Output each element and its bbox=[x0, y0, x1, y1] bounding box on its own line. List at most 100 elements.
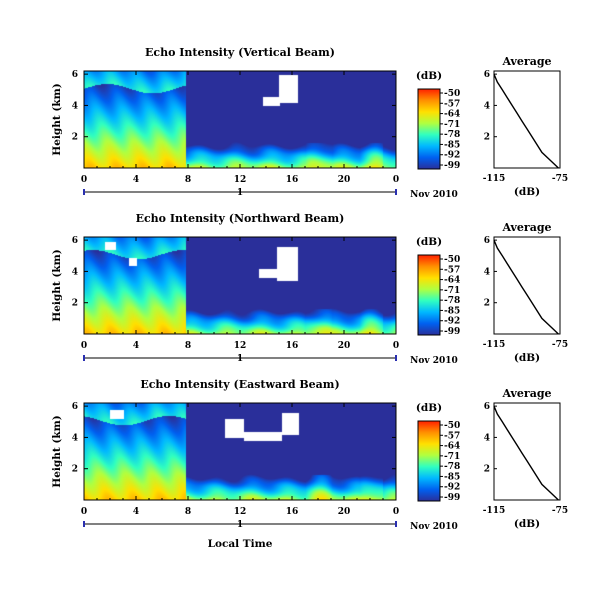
avg-y-tick-label: 4 bbox=[484, 101, 490, 111]
avg-y-tick-label: 6 bbox=[484, 70, 490, 80]
x-tick-label: 0 bbox=[393, 507, 399, 517]
avg-x-tick-label: -115 bbox=[483, 506, 506, 516]
x-tick-label: 20 bbox=[338, 341, 351, 351]
y-tick-label: 4 bbox=[72, 433, 78, 443]
date-label: Nov 2010 bbox=[410, 356, 458, 366]
colorbar-tick-label: -64 bbox=[444, 276, 460, 286]
x-tick-label: 4 bbox=[133, 507, 139, 517]
colorbar bbox=[417, 254, 441, 336]
avg-x-tick-label: -75 bbox=[552, 340, 568, 350]
colorbar-unit: (dB) bbox=[416, 236, 442, 248]
x-tick-label: 12 bbox=[234, 341, 247, 351]
x-tick-label: 4 bbox=[133, 341, 139, 351]
colorbar-tick-label: -99 bbox=[444, 493, 460, 503]
x-tick-label: 0 bbox=[393, 175, 399, 185]
y-axis-label: Height (km) bbox=[51, 415, 63, 487]
avg-y-tick-label: 4 bbox=[484, 267, 490, 277]
avg-frame bbox=[493, 236, 561, 335]
day-marker-label: 1 bbox=[237, 520, 243, 530]
x-tick-label: 0 bbox=[81, 507, 87, 517]
avg-profile-line bbox=[493, 73, 559, 169]
colorbar-unit: (dB) bbox=[416, 70, 442, 82]
colorbar-tick-label: -64 bbox=[444, 442, 460, 452]
colorbar-unit: (dB) bbox=[416, 402, 442, 414]
avg-x-tick-label: -75 bbox=[552, 506, 568, 516]
date-label: Nov 2010 bbox=[410, 190, 458, 200]
colorbar-tick-label: -64 bbox=[444, 110, 460, 120]
panels-root: Echo Intensity (Vertical Beam)0 4 8 12 16 20 0… bbox=[51, 46, 568, 532]
colorbar-tick-label: -78 bbox=[444, 296, 460, 306]
colorbar-tick-label: -50 bbox=[444, 421, 460, 431]
colorbar-tick-label: -85 bbox=[444, 306, 460, 316]
avg-y-tick-label: 2 bbox=[484, 133, 490, 143]
x-tick-label: 20 bbox=[338, 507, 351, 517]
panel-0: Echo Intensity (Vertical Beam)0 4 8 12 16 20 0… bbox=[51, 46, 568, 200]
x-tick-label: 0 bbox=[81, 175, 87, 185]
y-tick-label: 6 bbox=[72, 236, 78, 246]
y-tick-label: 6 bbox=[72, 402, 78, 412]
x-tick-label: 12 bbox=[234, 175, 247, 185]
y-tick-label: 4 bbox=[72, 101, 78, 111]
date-label: Nov 2010 bbox=[410, 522, 458, 532]
colorbar-tick-label: -92 bbox=[444, 317, 460, 327]
x-tick-label: 12 bbox=[234, 507, 247, 517]
avg-y-tick-label: 6 bbox=[484, 402, 490, 412]
y-tick-label: 4 bbox=[72, 267, 78, 277]
x-tick-label: 16 bbox=[286, 175, 299, 185]
avg-frame bbox=[493, 70, 561, 169]
avg-profile-line bbox=[493, 405, 559, 501]
colorbar-tick-label: -50 bbox=[444, 89, 460, 99]
panel-1: Echo Intensity (Northward Beam)0 4 8 12 16 20… bbox=[51, 212, 568, 366]
colorbar-tick-label: -92 bbox=[444, 483, 460, 493]
y-tick-label: 2 bbox=[72, 133, 78, 143]
colorbar-tick-label: -99 bbox=[444, 327, 460, 337]
avg-title: Average bbox=[501, 387, 551, 400]
heatmap-image bbox=[84, 403, 396, 500]
avg-title: Average bbox=[501, 221, 551, 234]
avg-x-label: (dB) bbox=[514, 352, 540, 364]
colorbar-tick-label: -57 bbox=[444, 431, 460, 441]
avg-frame bbox=[493, 402, 561, 501]
panel-title: Echo Intensity (Vertical Beam) bbox=[145, 46, 335, 59]
x-tick-label: 16 bbox=[286, 341, 299, 351]
y-tick-label: 2 bbox=[72, 465, 78, 475]
avg-title: Average bbox=[501, 55, 551, 68]
x-tick-label: 8 bbox=[185, 507, 191, 517]
panel-2: Echo Intensity (Eastward Beam)0 4 8 12 16 20 0… bbox=[51, 378, 568, 532]
y-tick-label: 2 bbox=[72, 299, 78, 309]
x-tick-label: 4 bbox=[133, 175, 139, 185]
avg-profile-line bbox=[493, 239, 559, 335]
y-axis-label: Height (km) bbox=[51, 83, 63, 155]
avg-x-label: (dB) bbox=[514, 518, 540, 530]
heatmap-image bbox=[84, 71, 396, 168]
x-tick-label: 20 bbox=[338, 175, 351, 185]
colorbar-tick-label: -71 bbox=[444, 120, 460, 130]
heatmap-image bbox=[84, 237, 396, 334]
avg-x-tick-label: -115 bbox=[483, 174, 506, 184]
colorbar-tick-label: -99 bbox=[444, 161, 460, 171]
colorbar bbox=[417, 88, 441, 170]
y-axis-label: Height (km) bbox=[51, 249, 63, 321]
x-tick-label: 16 bbox=[286, 507, 299, 517]
avg-y-tick-label: 6 bbox=[484, 236, 490, 246]
colorbar bbox=[417, 420, 441, 502]
day-marker-label: 1 bbox=[237, 354, 243, 364]
y-tick-label: 6 bbox=[72, 70, 78, 80]
colorbar-tick-label: -71 bbox=[444, 452, 460, 462]
avg-y-tick-label: 2 bbox=[484, 299, 490, 309]
colorbar-tick-label: -71 bbox=[444, 286, 460, 296]
colorbar-tick-label: -85 bbox=[444, 140, 460, 150]
day-marker-label: 1 bbox=[237, 188, 243, 198]
avg-y-tick-label: 2 bbox=[484, 465, 490, 475]
panel-title: Echo Intensity (Eastward Beam) bbox=[140, 378, 339, 391]
avg-x-tick-label: -75 bbox=[552, 174, 568, 184]
x-tick-label: 8 bbox=[185, 175, 191, 185]
avg-y-tick-label: 4 bbox=[484, 433, 490, 443]
colorbar-tick-label: -85 bbox=[444, 472, 460, 482]
x-tick-label: 0 bbox=[81, 341, 87, 351]
colorbar-tick-label: -92 bbox=[444, 151, 460, 161]
avg-x-tick-label: -115 bbox=[483, 340, 506, 350]
colorbar-tick-label: -78 bbox=[444, 462, 460, 472]
colorbar-tick-label: -78 bbox=[444, 130, 460, 140]
